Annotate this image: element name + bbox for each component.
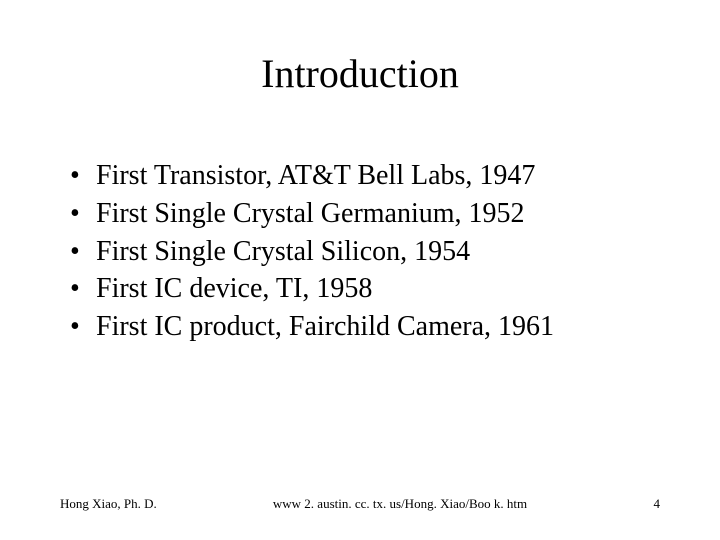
- footer-author: Hong Xiao, Ph. D.: [60, 496, 180, 512]
- list-item: • First Single Crystal Germanium, 1952: [70, 195, 660, 233]
- footer-page-number: 4: [620, 496, 660, 512]
- list-item: • First IC device, TI, 1958: [70, 270, 660, 308]
- footer-url: www 2. austin. cc. tx. us/Hong. Xiao/Boo…: [200, 496, 600, 512]
- list-item: • First IC product, Fairchild Camera, 19…: [70, 308, 660, 346]
- bullet-icon: •: [70, 233, 96, 271]
- bullet-text: First Single Crystal Germanium, 1952: [96, 195, 525, 233]
- bullet-icon: •: [70, 308, 96, 346]
- bullet-text: First Single Crystal Silicon, 1954: [96, 233, 470, 271]
- bullet-text: First IC device, TI, 1958: [96, 270, 372, 308]
- bullet-icon: •: [70, 270, 96, 308]
- bullet-list: • First Transistor, AT&T Bell Labs, 1947…: [60, 157, 660, 346]
- list-item: • First Transistor, AT&T Bell Labs, 1947: [70, 157, 660, 195]
- bullet-text: First IC product, Fairchild Camera, 1961: [96, 308, 554, 346]
- list-item: • First Single Crystal Silicon, 1954: [70, 233, 660, 271]
- slide-title: Introduction: [60, 50, 660, 97]
- bullet-text: First Transistor, AT&T Bell Labs, 1947: [96, 157, 535, 195]
- slide: Introduction • First Transistor, AT&T Be…: [0, 0, 720, 540]
- slide-footer: Hong Xiao, Ph. D. www 2. austin. cc. tx.…: [0, 496, 720, 512]
- bullet-icon: •: [70, 195, 96, 233]
- bullet-icon: •: [70, 157, 96, 195]
